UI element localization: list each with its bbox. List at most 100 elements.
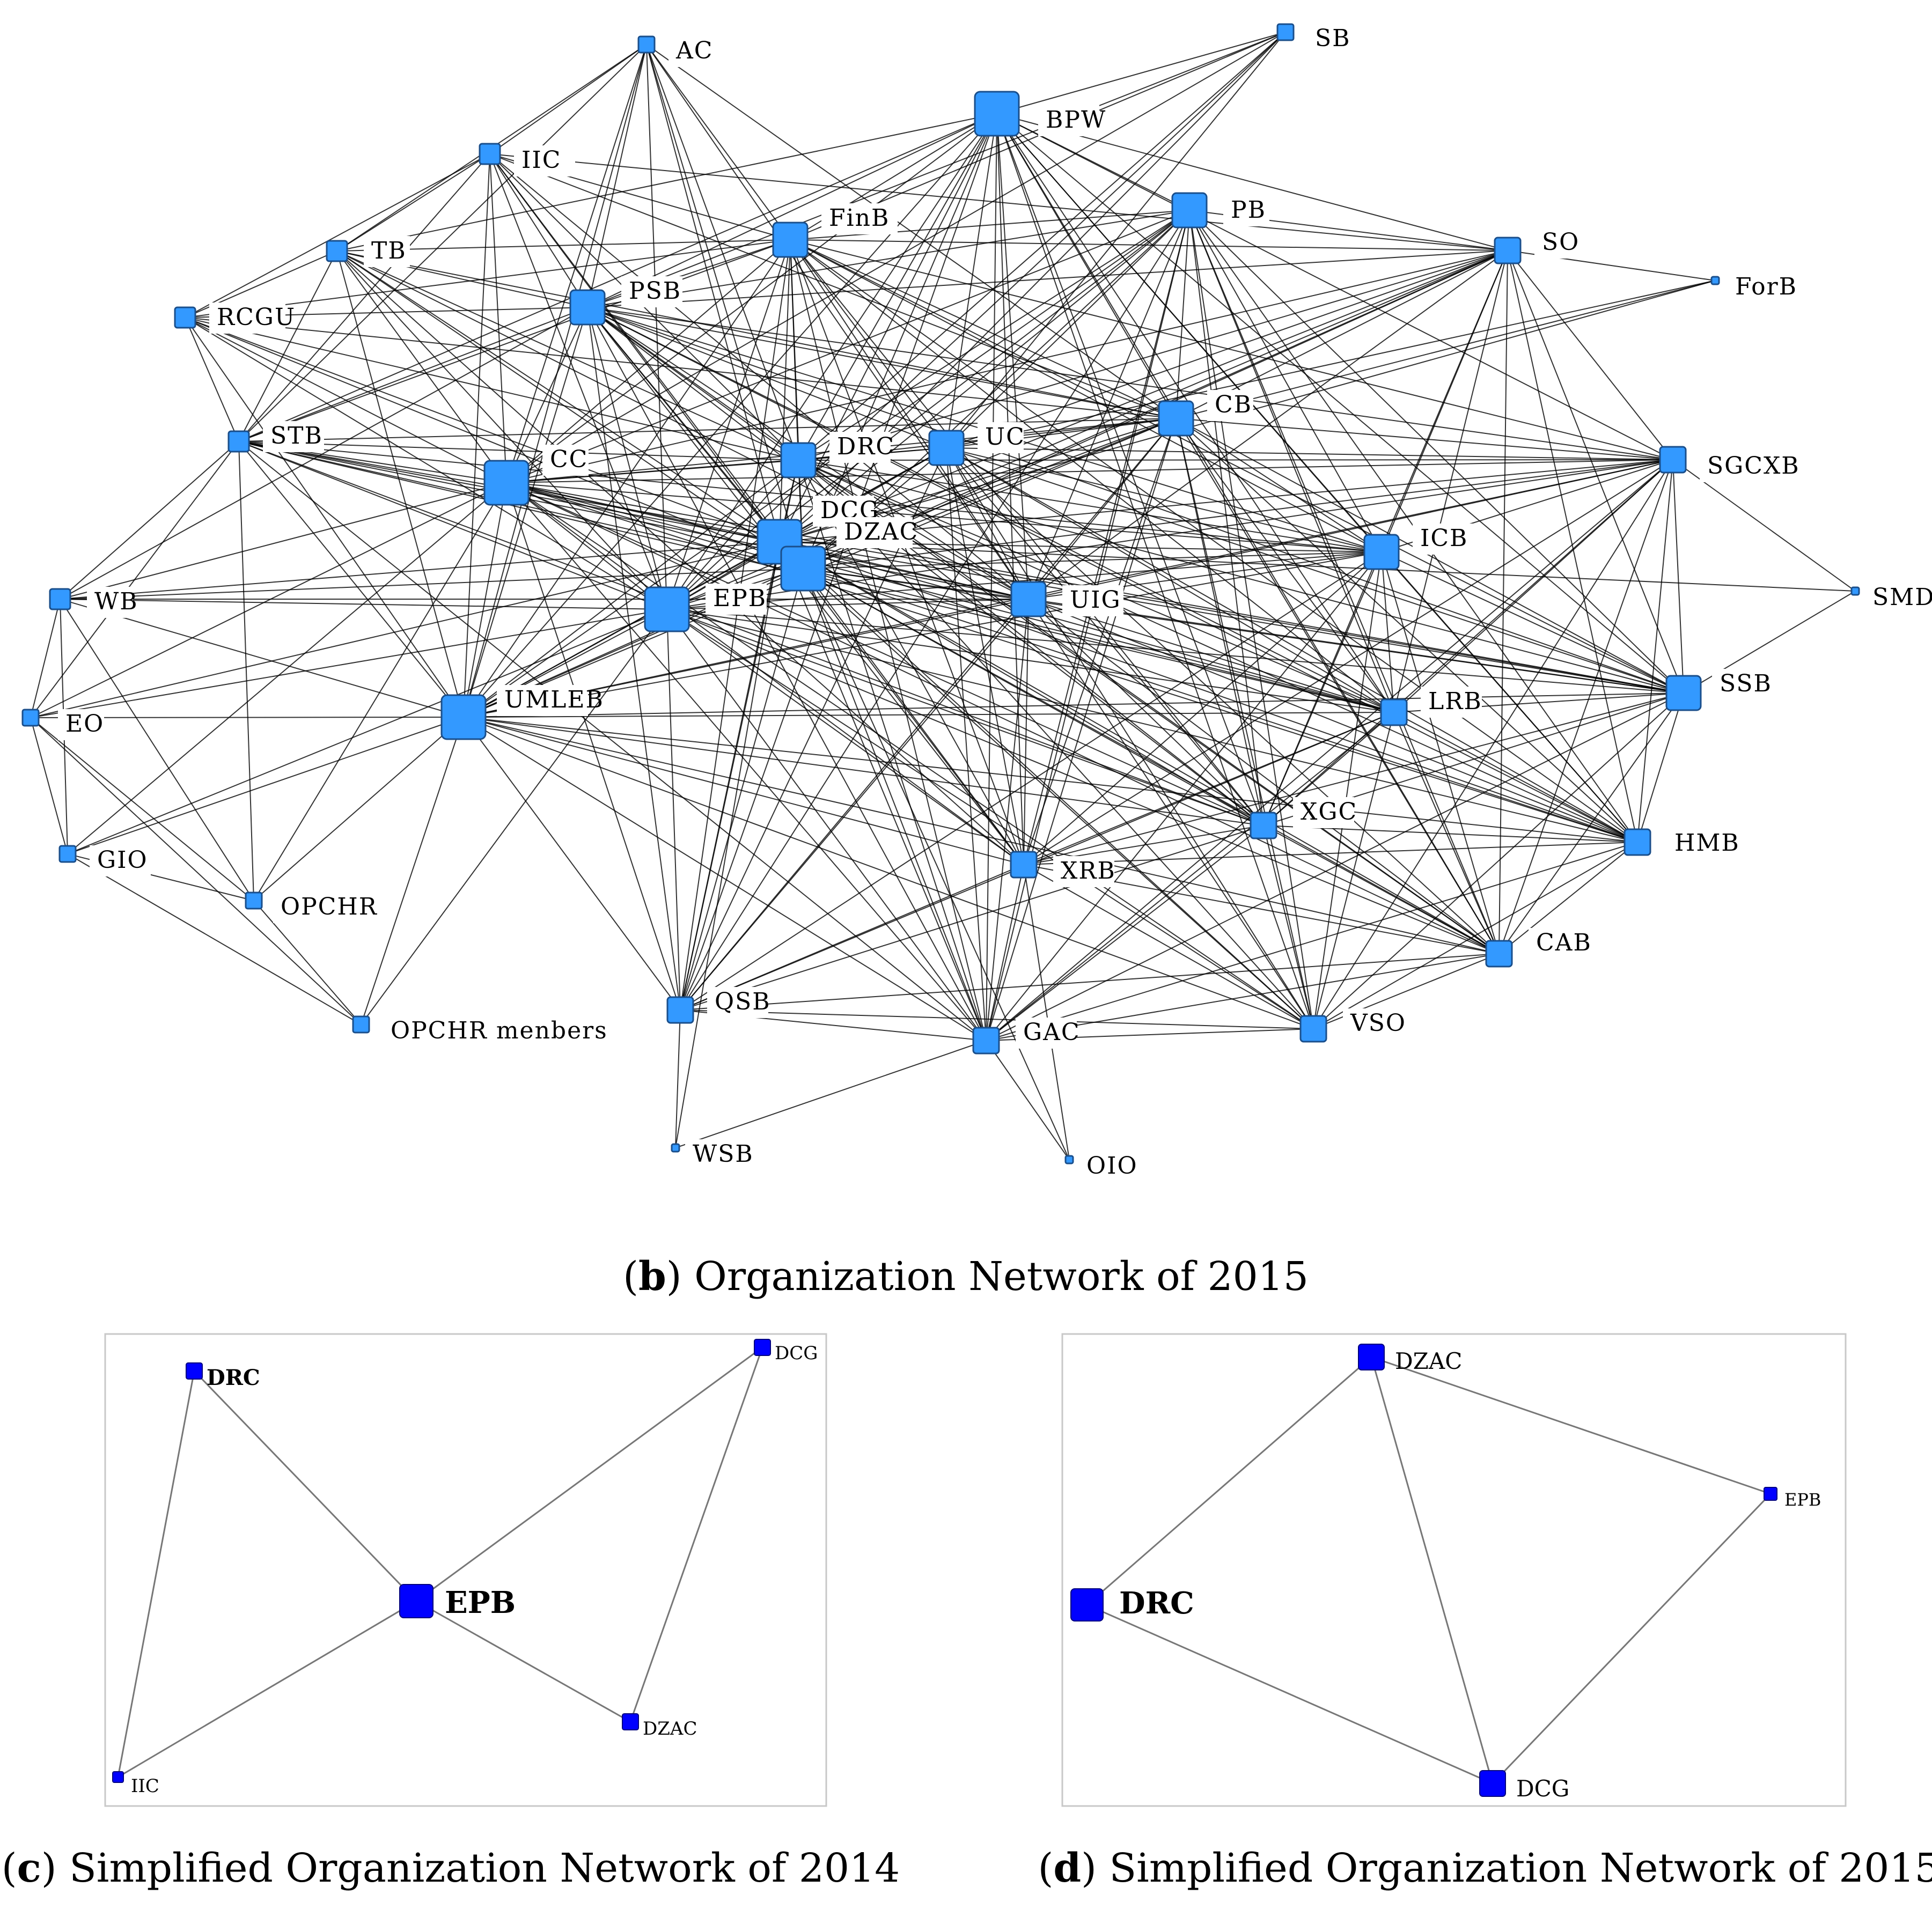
node-SSB[interactable]: SSB (1665, 669, 1773, 711)
node-XGC[interactable]: XGC (1250, 797, 1357, 839)
node-PB[interactable]: PB (1171, 192, 1269, 229)
edge-ICB-XGC (1263, 551, 1382, 826)
edge-EPB-GAC (666, 609, 987, 1041)
node-DZAC[interactable]: DZAC (780, 517, 919, 592)
edge-XGC-CAB (1263, 825, 1500, 954)
edge-DZAC-ICB (803, 551, 1382, 569)
node-DZAC[interactable]: DZAC (1358, 1344, 1462, 1374)
node-QSB[interactable]: QSB (666, 987, 771, 1024)
node-label-DZAC: DZAC (1395, 1348, 1462, 1374)
edge-PSB-HMB (587, 307, 1638, 843)
node-CC[interactable]: CC (483, 445, 589, 506)
node-DRC[interactable]: DRC (186, 1362, 260, 1390)
label-bg-EO (58, 709, 104, 740)
edge-DZAC-QSB (680, 568, 804, 1011)
node-box-ICB (1363, 534, 1400, 570)
node-SB[interactable]: SB (1276, 23, 1354, 55)
node-XRB[interactable]: XRB (1010, 851, 1116, 887)
node-DCG[interactable]: DCG (1479, 1770, 1569, 1802)
node-PSB[interactable]: PSB (569, 276, 682, 326)
edge-EPB-GIO (67, 609, 667, 854)
node-RCGU[interactable]: RCGU (174, 303, 296, 334)
node-DCG[interactable]: DCG (754, 1339, 818, 1364)
edge-TB-UMLEB (336, 250, 464, 718)
edge-TB-CC (336, 250, 507, 483)
edge-BPW-STB (238, 113, 997, 442)
edge-GAC-WSB (675, 1040, 987, 1148)
label-bg-ICB (1413, 524, 1474, 555)
panel-d-network-2015-simplified: DZAC EPB DRC DCG (1061, 1333, 1847, 1807)
edge-CC-XRB (506, 482, 1024, 865)
edge-IIC-UIG (489, 153, 1029, 600)
node-EPB[interactable]: EPB (644, 584, 767, 632)
node-box-DZAC (622, 1713, 639, 1730)
node-CB[interactable]: CB (1158, 390, 1253, 437)
node-label-UC: UC (985, 423, 1025, 451)
edge-XGC-QSB (680, 825, 1264, 1011)
node-DZAC[interactable]: DZAC (622, 1713, 697, 1740)
edge-PSB-UC (587, 307, 947, 448)
node-SGCXB[interactable]: SGCXB (1659, 446, 1800, 482)
label-bg-GAC (1016, 1018, 1077, 1049)
node-GAC[interactable]: GAC (972, 1018, 1081, 1055)
node-UMLEB[interactable]: UMLEB (440, 685, 604, 740)
node-WSB[interactable]: WSB (671, 1139, 754, 1170)
node-TB[interactable]: TB (326, 236, 410, 267)
edge-SO-SGCXB (1507, 250, 1673, 460)
node-OPCHR[interactable]: OPCHR (245, 891, 378, 923)
node-EO[interactable]: EO (21, 709, 104, 740)
edge-FinB-UC (790, 239, 947, 448)
edge-WB-OPCHR (60, 599, 254, 901)
node-IIC[interactable]: IIC (112, 1771, 159, 1797)
node-EPB[interactable]: EPB (399, 1584, 516, 1620)
node-OPCHR_members[interactable]: OPCHR menbers (352, 1015, 608, 1047)
node-VSO[interactable]: VSO (1299, 1008, 1406, 1043)
node-label-PSB: PSB (629, 277, 681, 305)
node-HMB[interactable]: HMB (1624, 828, 1740, 859)
node-box-UIG (1010, 581, 1047, 617)
node-label-QSB: QSB (715, 988, 771, 1015)
node-WB[interactable]: WB (49, 587, 138, 618)
node-BPW[interactable]: BPW (974, 91, 1106, 137)
edge-DRC-GAC (798, 460, 987, 1041)
node-DRC[interactable]: DRC (780, 432, 895, 478)
node-OIO[interactable]: OIO (1064, 1151, 1140, 1182)
edge-GAC-OIO (986, 1040, 1070, 1160)
node-ForB[interactable]: ForB (1710, 272, 1804, 303)
edge-UMLEB-QSB (463, 717, 681, 1011)
node-LRB[interactable]: LRB (1380, 687, 1482, 726)
edge-SGCXB-CAB (1498, 459, 1673, 954)
edge-CC-VSO (506, 482, 1314, 1029)
edge-DCG-LRB (779, 541, 1394, 713)
node-label-ICB: ICB (1420, 525, 1468, 552)
caption-c-letter: c (17, 1845, 41, 1891)
node-DRC[interactable]: DRC (1070, 1586, 1194, 1621)
node-box-LRB (1380, 698, 1408, 726)
node-box-EPB (644, 586, 690, 632)
edge-SO-PSB (587, 250, 1508, 308)
edge-SSB-VSO (1313, 692, 1684, 1029)
node-FinB[interactable]: FinB (772, 203, 898, 258)
edge-SGCXB-HMB (1637, 459, 1673, 843)
node-UIG[interactable]: UIG (1010, 581, 1123, 617)
label-bg-VSO (1343, 1008, 1404, 1040)
node-box-VSO (1299, 1015, 1327, 1043)
node-EPB[interactable]: EPB (1764, 1487, 1821, 1510)
edge-PSB-UMLEB (463, 307, 588, 718)
edge-STB-GAC (238, 441, 987, 1041)
node-IIC[interactable]: IIC (479, 143, 575, 176)
edge-SB-EPB (666, 32, 1286, 610)
node-GIO[interactable]: GIO (58, 845, 151, 876)
node-SMD[interactable]: SMD (1850, 583, 1932, 614)
node-label-EPB: EPB (713, 585, 767, 612)
node-ICB[interactable]: ICB (1363, 524, 1474, 570)
node-UC[interactable]: UC (928, 422, 1025, 466)
edge-PB-CAB (1189, 210, 1500, 954)
edge-XRB-GAC (986, 864, 1024, 1041)
node-STB[interactable]: STB (227, 421, 324, 453)
node-SO[interactable]: SO (1494, 227, 1581, 264)
edge-HMB-GAC (986, 842, 1638, 1041)
node-CAB[interactable]: CAB (1485, 928, 1592, 968)
node-AC[interactable]: AC (637, 35, 715, 67)
edge-ICB-CAB (1381, 551, 1500, 954)
